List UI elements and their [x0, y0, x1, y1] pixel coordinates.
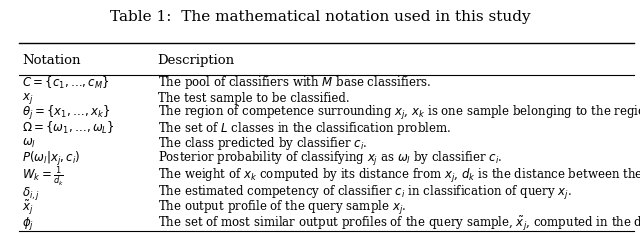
Text: The weight of $x_k$ computed by its distance from $x_j$, $d_k$ is the distance b: The weight of $x_k$ computed by its dist… — [157, 167, 640, 185]
Text: $x_j$: $x_j$ — [22, 90, 34, 105]
Text: The pool of classifiers with $M$ base classifiers.: The pool of classifiers with $M$ base cl… — [157, 74, 431, 91]
Text: $\phi_j$: $\phi_j$ — [22, 215, 35, 232]
Text: $\tilde{x}_j$: $\tilde{x}_j$ — [22, 199, 34, 218]
Text: Notation: Notation — [22, 54, 81, 67]
Text: $\omega_l$: $\omega_l$ — [22, 137, 36, 150]
Text: $\theta_j = \{x_1, \ldots, x_k\}$: $\theta_j = \{x_1, \ldots, x_k\}$ — [22, 104, 111, 122]
Text: Posterior probability of classifying $x_j$ as $\omega_l$ by classifier $c_i$.: Posterior probability of classifying $x_… — [157, 150, 502, 168]
Text: $\delta_{i,j}$: $\delta_{i,j}$ — [22, 185, 40, 202]
Text: The class predicted by classifier $c_i$.: The class predicted by classifier $c_i$. — [157, 135, 367, 152]
Text: The region of competence surrounding $x_j$, $x_k$ is one sample belonging to the: The region of competence surrounding $x_… — [157, 104, 640, 122]
Text: $C = \{c_1, \ldots, c_M\}$: $C = \{c_1, \ldots, c_M\}$ — [22, 75, 110, 91]
Text: Description: Description — [157, 54, 235, 67]
Text: The set of most similar output profiles of the query sample, $\tilde{x}_j$, comp: The set of most similar output profiles … — [157, 214, 640, 233]
Text: $W_k = \frac{1}{d_k}$: $W_k = \frac{1}{d_k}$ — [22, 164, 65, 188]
Text: $\Omega = \{\omega_1, \ldots, \omega_L\}$: $\Omega = \{\omega_1, \ldots, \omega_L\}… — [22, 120, 115, 136]
Text: The output profile of the query sample $x_j$.: The output profile of the query sample $… — [157, 199, 406, 217]
Text: The set of $L$ classes in the classification problem.: The set of $L$ classes in the classifica… — [157, 120, 451, 137]
Text: The estimated competency of classifier $c_i$ in classification of query $x_j$.: The estimated competency of classifier $… — [157, 184, 572, 202]
Text: The test sample to be classified.: The test sample to be classified. — [157, 92, 349, 104]
Text: $P(\omega_l|x_j, c_i)$: $P(\omega_l|x_j, c_i)$ — [22, 150, 81, 168]
Text: Table 1:  The mathematical notation used in this study: Table 1: The mathematical notation used … — [109, 10, 531, 24]
